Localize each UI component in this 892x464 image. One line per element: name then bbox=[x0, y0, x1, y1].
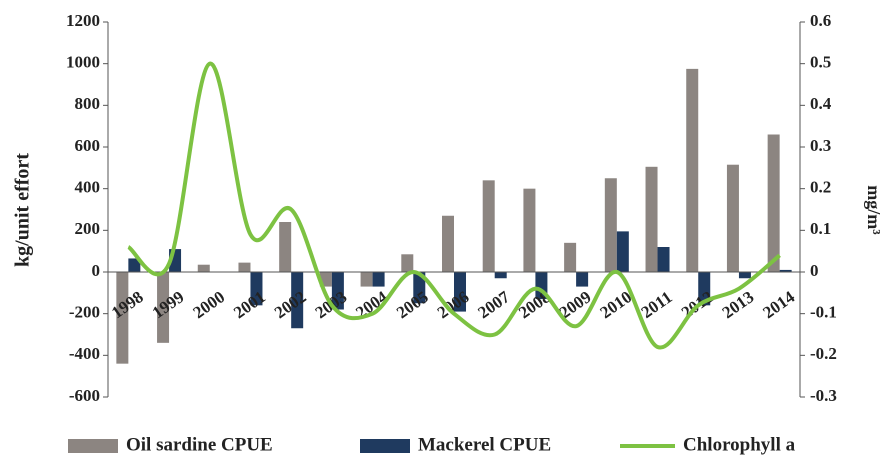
legend-label: Chlorophyll a bbox=[683, 434, 796, 455]
y2-tick-label: -0.1 bbox=[810, 303, 837, 322]
bar bbox=[657, 247, 670, 272]
legend-label: Mackerel CPUE bbox=[418, 434, 551, 455]
bar bbox=[331, 272, 344, 310]
bar bbox=[197, 264, 210, 272]
x-tick-label: 2006 bbox=[434, 287, 473, 322]
legend-swatch bbox=[360, 439, 410, 453]
bar bbox=[564, 242, 577, 272]
bar bbox=[116, 272, 129, 364]
y-tick-label: 0 bbox=[92, 261, 101, 280]
y-tick-label: -200 bbox=[69, 303, 100, 322]
y-tick-label: -600 bbox=[69, 386, 100, 405]
y2-tick-label: 0.1 bbox=[810, 219, 831, 238]
bar bbox=[726, 164, 739, 272]
x-tick-label: 2002 bbox=[271, 287, 310, 322]
legend-swatch bbox=[68, 439, 118, 453]
y-tick-label: 600 bbox=[75, 136, 101, 155]
bar bbox=[604, 178, 617, 272]
y2-tick-label: 0.3 bbox=[810, 136, 831, 155]
bar bbox=[616, 231, 629, 272]
bar bbox=[738, 272, 751, 279]
y-tick-label: 400 bbox=[75, 178, 101, 197]
y2-tick-label: 0.6 bbox=[810, 11, 831, 30]
y2-tick-label: -0.2 bbox=[810, 344, 837, 363]
x-tick-label: 2001 bbox=[230, 287, 269, 322]
y2-tick-label: 0.2 bbox=[810, 178, 831, 197]
x-tick-label: 2007 bbox=[474, 287, 513, 322]
y-tick-label: 1000 bbox=[66, 53, 100, 72]
bar bbox=[494, 272, 507, 279]
bar bbox=[523, 188, 536, 272]
bar bbox=[157, 272, 170, 343]
y2-axis-label: mg/m³ bbox=[864, 185, 884, 235]
x-tick-label: 2005 bbox=[393, 287, 432, 322]
bar bbox=[645, 166, 658, 272]
x-tick-label: 2013 bbox=[719, 287, 758, 322]
y-tick-label: 200 bbox=[75, 219, 101, 238]
bar bbox=[454, 272, 466, 312]
y2-tick-label: 0 bbox=[810, 261, 819, 280]
bar bbox=[279, 222, 292, 272]
y-axis-label: kg/unit effort bbox=[12, 153, 34, 267]
x-tick-label: 2011 bbox=[638, 287, 676, 322]
y-tick-label: 800 bbox=[75, 94, 101, 113]
bar bbox=[698, 272, 711, 306]
y2-tick-label: -0.3 bbox=[810, 386, 837, 405]
line bbox=[127, 61, 781, 350]
bar bbox=[250, 272, 263, 306]
bar bbox=[686, 68, 699, 272]
bar bbox=[291, 272, 304, 329]
bar bbox=[482, 180, 495, 272]
legend-label: Oil sardine CPUE bbox=[126, 434, 273, 455]
x-tick-label: 2000 bbox=[189, 287, 228, 322]
y-tick-label: 1200 bbox=[66, 11, 100, 30]
bar bbox=[401, 254, 414, 272]
bar bbox=[372, 272, 385, 287]
bar bbox=[238, 262, 251, 272]
bar bbox=[128, 258, 141, 272]
y-tick-label: -400 bbox=[69, 344, 100, 363]
bar bbox=[779, 269, 792, 272]
bar bbox=[442, 215, 454, 272]
x-tick-label: 2014 bbox=[759, 287, 798, 322]
bar bbox=[413, 272, 426, 304]
bar bbox=[576, 272, 589, 287]
bar bbox=[360, 272, 373, 287]
y2-tick-label: 0.4 bbox=[810, 94, 832, 113]
y2-tick-label: 0.5 bbox=[810, 53, 831, 72]
bar bbox=[767, 134, 780, 272]
